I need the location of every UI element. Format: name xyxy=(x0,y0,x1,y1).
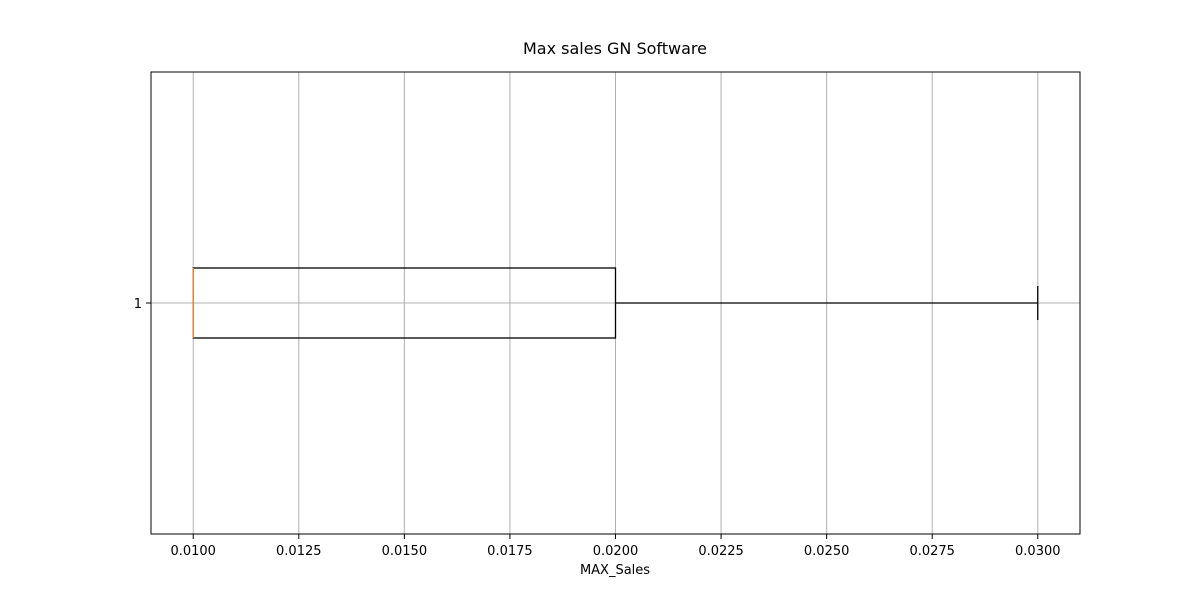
x-tick-label: 0.0100 xyxy=(170,544,216,559)
x-ticks: 0.0100 0.0125 0.0150 0.0175 0.0200 0.0225 0.02… xyxy=(170,534,1061,559)
x-tick-label: 0.0250 xyxy=(804,544,850,559)
x-tick-label: 0.0150 xyxy=(382,544,428,559)
x-tick-label: 0.0175 xyxy=(487,544,533,559)
chart-title: Max sales GN Software xyxy=(523,39,707,58)
y-ticks: 1 xyxy=(134,297,151,312)
x-tick-label: 0.0200 xyxy=(593,544,639,559)
boxes xyxy=(192,267,1039,339)
x-axis-label: MAX_Sales xyxy=(580,563,650,578)
x-tick-label: 0.0275 xyxy=(909,544,955,559)
x-tick-label: 0.0300 xyxy=(1015,544,1061,559)
y-tick-label: 1 xyxy=(134,297,142,312)
x-tick-label: 0.0125 xyxy=(276,544,322,559)
x-tick-label: 0.0225 xyxy=(698,544,744,559)
